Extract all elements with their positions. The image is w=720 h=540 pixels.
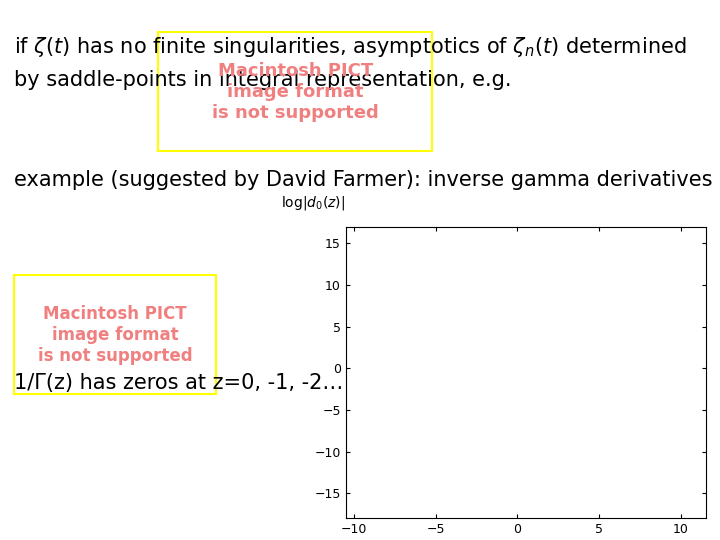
FancyBboxPatch shape bbox=[158, 32, 432, 151]
Text: $\log|d_0(z)|$: $\log|d_0(z)|$ bbox=[281, 194, 345, 212]
Text: if $\zeta(t)$ has no finite singularities, asymptotics of $\zeta_n(t)$ determine: if $\zeta(t)$ has no finite singularitie… bbox=[14, 35, 687, 59]
FancyBboxPatch shape bbox=[14, 275, 216, 394]
Text: by saddle-points in integral representation, e.g.: by saddle-points in integral representat… bbox=[14, 70, 512, 90]
Text: Macintosh PICT
image format
is not supported: Macintosh PICT image format is not suppo… bbox=[38, 305, 192, 364]
Text: 1/Γ(z) has zeros at z=0, -1, -2…: 1/Γ(z) has zeros at z=0, -1, -2… bbox=[14, 373, 343, 393]
Text: Macintosh PICT
image format
is not supported: Macintosh PICT image format is not suppo… bbox=[212, 62, 379, 122]
Text: example (suggested by David Farmer): inverse gamma derivatives: example (suggested by David Farmer): inv… bbox=[14, 170, 713, 190]
X-axis label: z: z bbox=[521, 539, 530, 540]
